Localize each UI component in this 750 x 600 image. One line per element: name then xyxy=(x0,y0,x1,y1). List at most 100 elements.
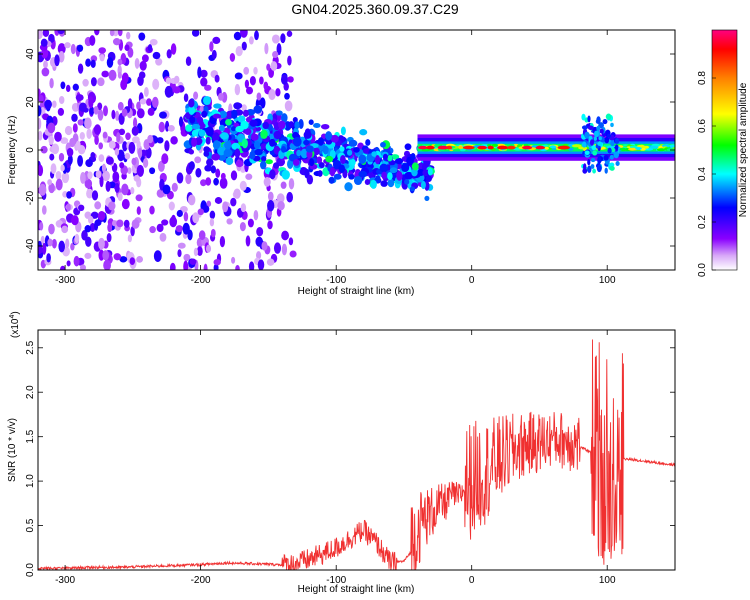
spectrogram-cell-237 xyxy=(165,77,172,85)
spectrogram-cell-178 xyxy=(51,238,57,249)
spectrogram-cell-226 xyxy=(275,88,281,97)
spectrogram-cell-116 xyxy=(280,33,286,44)
snr-scale-label: (x104) xyxy=(9,311,21,338)
spectrogram-cell-303 xyxy=(77,155,84,167)
spectrogram-cell-630 xyxy=(131,219,140,229)
spectrogram-cell-553 xyxy=(58,152,65,162)
spectrogram-cell-1334 xyxy=(188,98,195,108)
spectrogram-cell-1205 xyxy=(223,148,233,158)
spectrogram-cell-562 xyxy=(147,44,153,52)
spectrogram-cell-302 xyxy=(48,182,55,194)
spectrogram-cell-185 xyxy=(138,32,146,41)
spectrogram-cell-390 xyxy=(196,246,203,257)
spectrogram-cell-803 xyxy=(205,136,211,145)
snr-y-axis-label: SNR (10 * v/v) xyxy=(7,418,18,482)
spectrogram-cell-571 xyxy=(147,134,154,144)
spectrogram-cell-1505 xyxy=(549,145,557,149)
spectrogram-cell-362 xyxy=(266,63,271,71)
spectrogram-cell-140 xyxy=(117,71,122,79)
spectrogram-cell-598 xyxy=(218,92,224,101)
spectrogram-cell-1211 xyxy=(231,142,241,150)
spectrogram-cell-1279 xyxy=(320,123,330,130)
spectrogram-cell-208 xyxy=(206,200,212,207)
spectrogram-y-tick-label-4: 40 xyxy=(25,48,36,60)
spectrogram-cell-563 xyxy=(147,107,155,116)
spectrogram-cell-976 xyxy=(273,162,280,169)
colorbar-tick-label-0: 0.0 xyxy=(697,263,708,277)
spectrogram-cell-474 xyxy=(213,258,221,266)
spectrogram-y-tick-label-2: 0 xyxy=(25,147,36,153)
spectrogram-cell-533 xyxy=(66,260,71,267)
spectrogram-cell-482 xyxy=(159,232,167,242)
spectrogram-cell-1613 xyxy=(581,141,587,148)
spectrogram-cell-1150 xyxy=(303,130,312,139)
spectrogram-cell-922 xyxy=(269,169,276,180)
spectrogram-cell-1245 xyxy=(317,137,324,146)
spectrogram-cell-387 xyxy=(183,93,189,103)
spectrogram-cell-1316 xyxy=(387,155,393,162)
spectrogram-cell-1471 xyxy=(643,145,649,149)
spectrogram-cell-400 xyxy=(248,36,254,45)
spectrogram-cell-1097 xyxy=(365,139,371,146)
spectrogram-cell-1222 xyxy=(390,154,400,160)
spectrogram-cell-970 xyxy=(253,105,263,114)
spectrogram-cell-1262 xyxy=(389,167,398,174)
spectrogram-cell-1335 xyxy=(325,155,334,163)
spectrogram-cell-1444 xyxy=(571,144,582,148)
spectrogram-cell-542 xyxy=(127,234,133,243)
spectrogram-cell-565 xyxy=(133,174,140,182)
spectrogram-cell-513 xyxy=(38,183,47,196)
spectrogram-cell-1216 xyxy=(404,171,414,180)
spectrogram-cell-1280 xyxy=(224,140,232,150)
spectrogram-cell-550 xyxy=(86,128,92,140)
spectrogram-cell-1538 xyxy=(587,159,591,166)
spectrogram-cell-268 xyxy=(256,227,264,237)
spectrogram-cell-442 xyxy=(111,109,116,120)
spectrogram-cell-596 xyxy=(182,222,190,235)
spectrogram-cell-1330 xyxy=(259,160,267,170)
spectrogram-x-axis-label: Height of straight line (km) xyxy=(298,286,415,297)
spectrogram-cell-1254 xyxy=(394,158,404,165)
colorbar-scale xyxy=(711,29,738,271)
spectrogram-cell-1263 xyxy=(273,130,282,140)
spectrogram-cell-633 xyxy=(47,179,52,186)
spectrogram-cell-487 xyxy=(130,187,135,195)
spectrogram-cell-176 xyxy=(127,98,133,109)
spectrogram-cell-1328 xyxy=(280,146,287,153)
spectrogram-cell-1 xyxy=(135,194,143,202)
spectrogram-cell-163 xyxy=(121,183,129,196)
spectrogram-x-tick-label-2: -100 xyxy=(326,275,346,286)
spectrogram-cell-1098 xyxy=(219,110,228,119)
spectrogram-cell-1306 xyxy=(253,141,261,149)
spectrogram-cell-82 xyxy=(89,106,95,115)
spectrogram-cell-1310 xyxy=(225,118,232,126)
spectrogram-cell-1200 xyxy=(250,133,259,141)
spectrogram-cell-635 xyxy=(60,81,66,90)
spectrogram-cell-21 xyxy=(209,41,214,52)
spectrogram-cell-1499 xyxy=(544,146,549,150)
spectrogram-cell-243 xyxy=(118,128,126,136)
colorbar-tick-label-3: 0.6 xyxy=(697,119,708,133)
spectrogram-cell-1563 xyxy=(602,119,608,125)
spectrogram-cell-597 xyxy=(156,223,164,233)
spectrogram-cell-578 xyxy=(85,236,92,247)
colorbar-tick-label-2: 0.4 xyxy=(697,167,708,181)
spectrogram-cell-1201 xyxy=(203,95,211,106)
spectrogram-cell-1610 xyxy=(581,125,588,130)
spectrogram-cell-1219 xyxy=(387,178,395,188)
spectrogram-cell-211 xyxy=(288,237,294,246)
spectrogram-cell-1496 xyxy=(628,147,638,151)
spectrogram-cell-1492 xyxy=(568,147,574,151)
spectrogram-cell-141 xyxy=(263,81,269,90)
spectrogram-cell-1186 xyxy=(188,105,195,115)
spectrogram-cell-298 xyxy=(65,238,70,249)
spectrogram-cell-1594 xyxy=(610,140,615,147)
spectrogram-cell-1299 xyxy=(353,175,363,186)
spectrogram-cell-689 xyxy=(188,161,195,171)
spectrogram-cell-418 xyxy=(185,173,192,185)
spectrogram-cell-496 xyxy=(102,131,108,139)
colorbar-ticks: 0.0 0.2 0.4 0.6 0.8 xyxy=(697,71,716,277)
spectrogram-cell-463 xyxy=(249,75,256,86)
spectrogram-cell-445 xyxy=(58,96,65,104)
spectrogram-cell-1543 xyxy=(593,136,597,141)
